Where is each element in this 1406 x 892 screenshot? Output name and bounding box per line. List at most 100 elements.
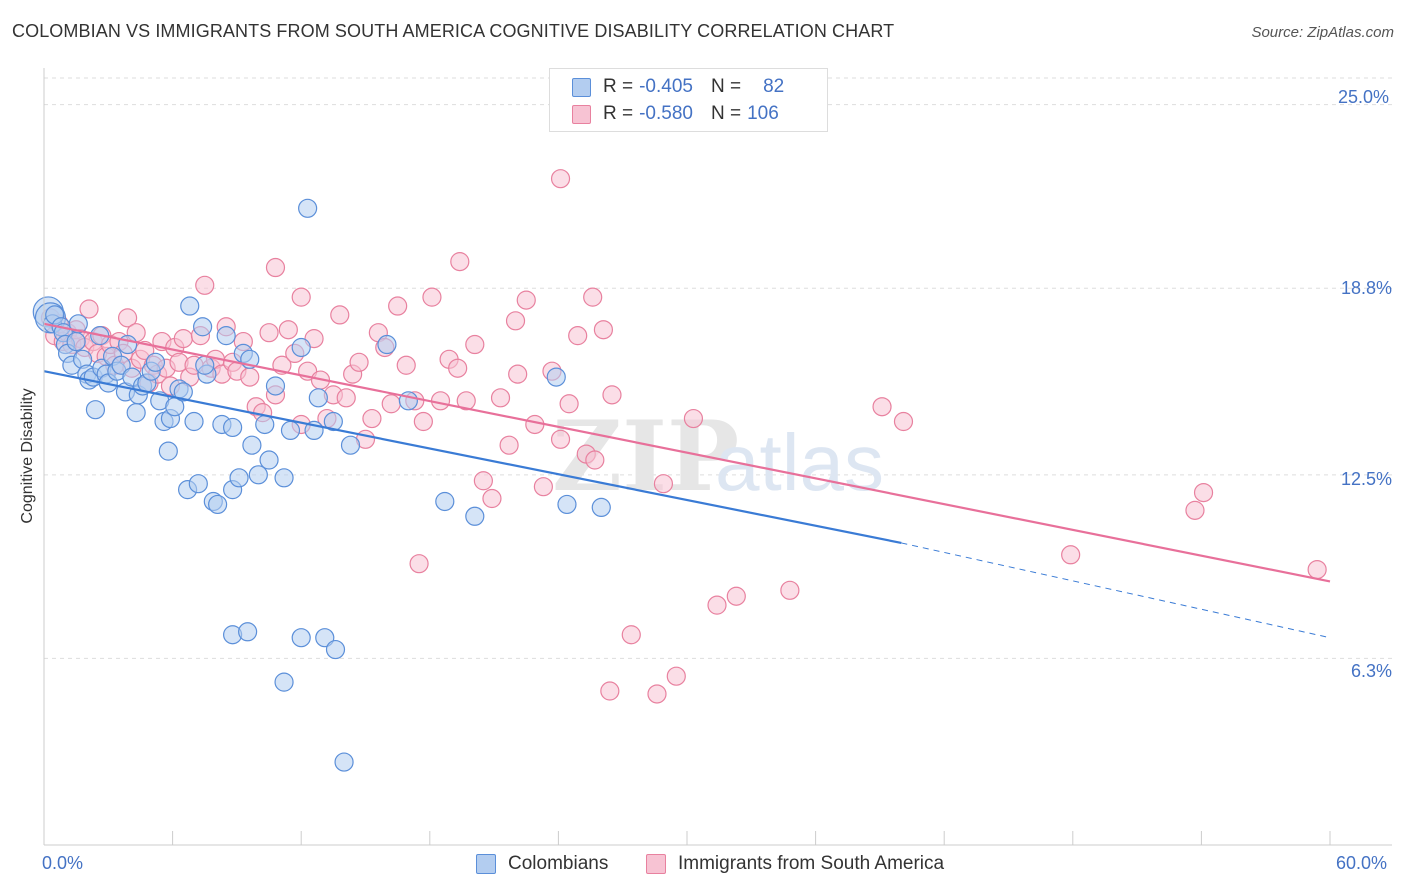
point-immigrants-99	[600, 681, 620, 701]
point-colombians-51	[229, 468, 249, 488]
point-immigrants-96	[583, 287, 603, 307]
point-colombians-49	[223, 417, 243, 438]
point-immigrants-87	[568, 326, 588, 346]
bottom-legend-colombians: Colombians	[476, 851, 608, 877]
point-immigrants-62	[362, 408, 382, 429]
point-immigrants-78	[490, 388, 511, 408]
point-immigrants-80	[508, 364, 528, 384]
series-immigrants-points	[40, 169, 1327, 704]
y-tick-18-8: 18.8%	[1341, 278, 1393, 298]
point-colombians-59	[280, 420, 301, 441]
point-immigrants-108	[893, 411, 914, 432]
legend-n-value: 82	[763, 76, 785, 97]
point-colombians-76	[274, 672, 294, 692]
point-immigrants-35	[195, 275, 215, 295]
trend-lines	[43, 322, 1331, 639]
point-immigrants-81	[516, 290, 536, 310]
legend-row-immigrants: R = -0.580 N = 106	[572, 101, 779, 127]
legend-n-label: N =	[710, 103, 742, 124]
point-immigrants-94	[450, 252, 470, 272]
bottom-legend-swatch-blue	[476, 854, 496, 874]
point-immigrants-109	[1061, 545, 1081, 565]
point-colombians-68	[435, 491, 455, 512]
point-colombians-79	[325, 639, 346, 660]
x-tick-max: 60.0%	[1336, 853, 1388, 873]
point-colombians-63	[323, 411, 343, 432]
point-immigrants-107	[780, 580, 800, 600]
point-immigrants-70	[422, 287, 442, 307]
point-colombians-78	[315, 628, 335, 648]
point-immigrants-75	[465, 334, 485, 355]
point-immigrants-105	[707, 595, 727, 615]
point-colombians-56	[259, 450, 279, 470]
point-immigrants-103	[666, 666, 686, 686]
point-colombians-69	[465, 506, 485, 526]
point-colombians-71	[557, 494, 577, 515]
point-immigrants-86	[559, 394, 579, 414]
point-colombians-43	[193, 317, 213, 337]
point-immigrants-66	[388, 296, 408, 316]
point-colombians-40	[180, 296, 200, 316]
point-immigrants-60	[349, 352, 369, 372]
point-immigrants-112	[1307, 559, 1327, 580]
point-colombians-62	[308, 388, 328, 408]
point-immigrants-77	[482, 488, 502, 509]
point-colombians-38	[173, 382, 193, 402]
point-immigrants-97	[265, 257, 286, 278]
point-immigrants-57	[330, 305, 350, 325]
legend-swatch-blue	[572, 77, 591, 97]
point-colombians-9	[66, 331, 86, 352]
point-immigrants-92	[505, 311, 526, 331]
point-colombians-48	[216, 326, 236, 346]
chart-title: COLOMBIAN VS IMMIGRANTS FROM SOUTH AMERI…	[12, 21, 895, 41]
point-colombians-64	[340, 435, 361, 455]
axes	[43, 68, 1392, 846]
legend-n-value: 106	[747, 103, 779, 124]
y-tick-6-3: 6.3%	[1351, 661, 1393, 681]
point-immigrants-106	[726, 586, 746, 606]
correlation-legend: R = -0.405 N = 82 R = -0.580 N = 106	[549, 68, 828, 132]
point-colombians-42	[188, 474, 208, 494]
point-immigrants-91	[602, 385, 622, 405]
bottom-legend-immigrants: Immigrants from South America	[646, 851, 944, 877]
point-colombians-46	[208, 494, 228, 515]
x-tick-min: 0.0%	[42, 853, 84, 873]
point-immigrants-110	[1185, 500, 1205, 520]
point-immigrants-85	[550, 429, 571, 449]
bottom-legend-label: Immigrants from South America	[678, 853, 945, 874]
point-colombians-53	[242, 435, 262, 455]
point-immigrants-65	[381, 394, 401, 414]
point-immigrants-95	[550, 169, 571, 189]
point-immigrants-100	[621, 625, 641, 645]
legend-row-colombians: R = -0.405 N = 82	[572, 74, 784, 100]
source-label: Source: ZipAtlas.com	[1251, 24, 1394, 41]
point-colombians-26	[126, 403, 146, 423]
point-immigrants-113	[872, 397, 892, 417]
point-colombians-10	[68, 314, 88, 334]
point-colombians-80	[334, 752, 354, 772]
point-immigrants-101	[647, 684, 667, 704]
point-immigrants-89	[585, 450, 605, 470]
y-axis-label: Cognitive Disability	[19, 388, 36, 524]
point-immigrants-74	[456, 391, 476, 411]
legend-r-label: R =	[603, 76, 634, 97]
point-colombians-72	[591, 497, 611, 518]
point-immigrants-69	[413, 411, 433, 432]
point-immigrants-73	[448, 358, 468, 378]
point-immigrants-18	[117, 308, 138, 328]
trend-line-colombians	[43, 370, 902, 545]
bottom-legend-label: Colombians	[508, 853, 609, 874]
legend-r-value: -0.580	[639, 103, 693, 124]
point-colombians-81	[195, 355, 215, 375]
point-colombians-66	[377, 334, 397, 355]
point-immigrants-67	[396, 355, 416, 375]
point-immigrants-71	[430, 391, 451, 411]
point-immigrants-98	[409, 554, 429, 574]
point-colombians-75	[238, 622, 258, 642]
y-tick-12-5: 12.5%	[1341, 469, 1393, 489]
point-immigrants-49	[278, 320, 298, 340]
watermark-atlas: atlas	[715, 418, 884, 507]
point-colombians-58	[274, 468, 294, 488]
point-colombians-60	[291, 337, 311, 358]
